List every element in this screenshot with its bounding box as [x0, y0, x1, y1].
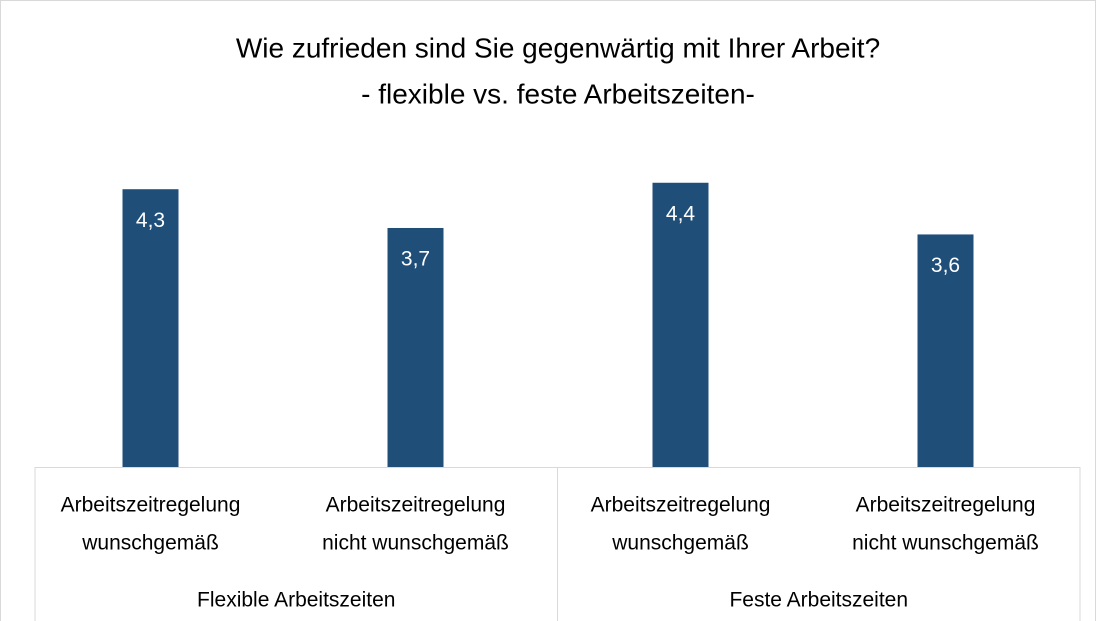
- x-tick-label: Arbeitszeitregelung: [326, 494, 506, 517]
- x-tick-label: nicht wunschgemäß: [322, 532, 509, 555]
- x-tick-label: nicht wunschgemäß: [852, 532, 1039, 555]
- bar: [122, 189, 179, 467]
- x-tick-label: wunschgemäß: [611, 532, 749, 555]
- bar: [387, 227, 444, 467]
- group-label: Flexible Arbeitszeiten: [197, 589, 395, 612]
- x-tick-label: Arbeitszeitregelung: [61, 494, 241, 517]
- bar: [652, 182, 709, 467]
- group-label: Feste Arbeitszeiten: [729, 589, 908, 612]
- bar: [917, 234, 974, 467]
- data-label: 3,7: [401, 248, 430, 271]
- chart-subtitle: - flexible vs. feste Arbeitszeiten-: [361, 78, 755, 109]
- x-tick-label: Arbeitszeitregelung: [591, 494, 771, 517]
- x-tick-label: wunschgemäß: [81, 532, 219, 555]
- data-label: 4,4: [666, 202, 696, 225]
- x-tick-label: Arbeitszeitregelung: [856, 494, 1036, 517]
- data-label: 4,3: [136, 209, 165, 232]
- data-label: 3,6: [931, 254, 960, 277]
- chart-title: Wie zufrieden sind Sie gegenwärtig mit I…: [236, 32, 880, 63]
